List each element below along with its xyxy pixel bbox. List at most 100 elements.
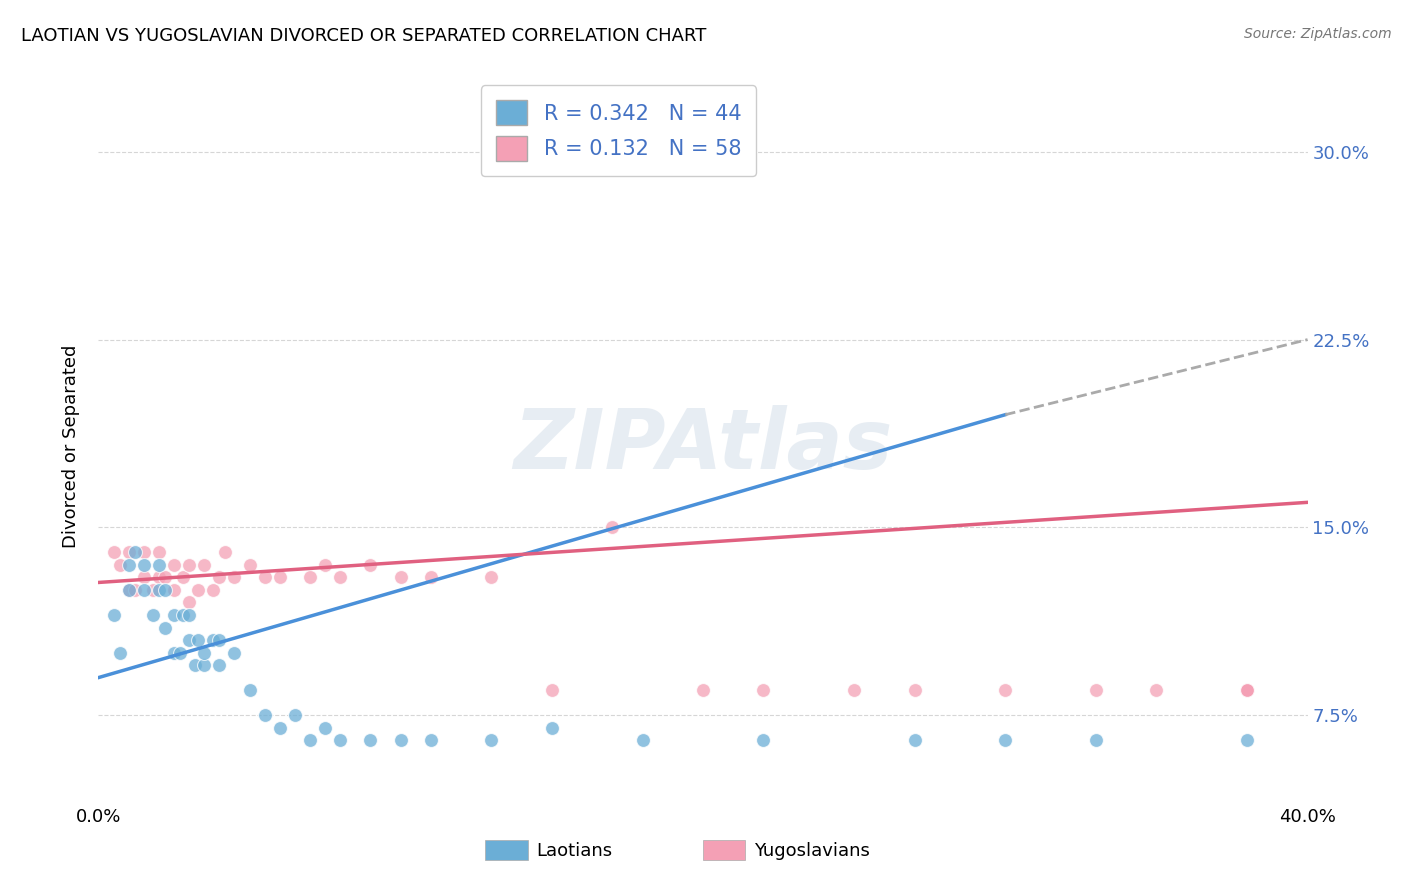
Text: LAOTIAN VS YUGOSLAVIAN DIVORCED OR SEPARATED CORRELATION CHART: LAOTIAN VS YUGOSLAVIAN DIVORCED OR SEPAR… bbox=[21, 27, 706, 45]
Point bbox=[179, 607, 201, 622]
Point bbox=[602, 520, 624, 534]
Point bbox=[124, 582, 146, 597]
Point bbox=[994, 683, 1017, 698]
Point bbox=[132, 582, 155, 597]
Point bbox=[179, 595, 201, 609]
Point bbox=[844, 683, 866, 698]
Point bbox=[1236, 683, 1258, 698]
Point bbox=[1236, 733, 1258, 747]
Point bbox=[540, 721, 562, 735]
Point bbox=[132, 558, 155, 572]
Point bbox=[692, 683, 714, 698]
Point bbox=[631, 733, 654, 747]
Point bbox=[540, 683, 562, 698]
Point bbox=[153, 570, 176, 584]
Point bbox=[389, 570, 412, 584]
Point bbox=[752, 683, 775, 698]
Point bbox=[132, 570, 155, 584]
Point bbox=[1236, 683, 1258, 698]
Point bbox=[169, 646, 191, 660]
Legend: R = 0.342   N = 44, R = 0.132   N = 58: R = 0.342 N = 44, R = 0.132 N = 58 bbox=[481, 86, 755, 176]
Point bbox=[224, 646, 246, 660]
Point bbox=[299, 570, 322, 584]
Point bbox=[148, 545, 170, 559]
Text: Laotians: Laotians bbox=[536, 842, 612, 860]
Point bbox=[148, 582, 170, 597]
Point bbox=[1085, 683, 1108, 698]
Point bbox=[1236, 683, 1258, 698]
Point bbox=[142, 607, 165, 622]
Point bbox=[269, 721, 291, 735]
Point bbox=[1236, 683, 1258, 698]
Point bbox=[208, 570, 231, 584]
Point bbox=[118, 545, 141, 559]
Point bbox=[1236, 683, 1258, 698]
Point bbox=[179, 633, 201, 648]
Point bbox=[179, 558, 201, 572]
FancyBboxPatch shape bbox=[485, 840, 527, 860]
Point bbox=[1236, 683, 1258, 698]
Point bbox=[208, 658, 231, 673]
Point bbox=[360, 733, 382, 747]
Point bbox=[360, 558, 382, 572]
Point bbox=[1236, 683, 1258, 698]
Text: ZIPAtlas: ZIPAtlas bbox=[513, 406, 893, 486]
Point bbox=[1236, 683, 1258, 698]
Point bbox=[420, 733, 443, 747]
Point bbox=[1236, 683, 1258, 698]
Point bbox=[108, 646, 131, 660]
Point bbox=[284, 708, 307, 723]
Point bbox=[1236, 683, 1258, 698]
Point bbox=[124, 545, 146, 559]
Point bbox=[172, 570, 194, 584]
Point bbox=[253, 708, 276, 723]
Point bbox=[329, 570, 352, 584]
Point bbox=[163, 646, 186, 660]
Point bbox=[202, 582, 225, 597]
Point bbox=[163, 582, 186, 597]
Point bbox=[1236, 683, 1258, 698]
FancyBboxPatch shape bbox=[703, 840, 745, 860]
Point bbox=[1236, 683, 1258, 698]
Point bbox=[187, 633, 209, 648]
Point bbox=[904, 683, 927, 698]
Point bbox=[163, 607, 186, 622]
Point bbox=[904, 733, 927, 747]
Point bbox=[118, 558, 141, 572]
Point bbox=[163, 558, 186, 572]
Point bbox=[1144, 683, 1167, 698]
Point bbox=[172, 607, 194, 622]
Point bbox=[1236, 683, 1258, 698]
Point bbox=[103, 545, 125, 559]
Point bbox=[187, 582, 209, 597]
Point bbox=[118, 582, 141, 597]
Point bbox=[481, 570, 503, 584]
Point bbox=[1236, 683, 1258, 698]
Point bbox=[153, 582, 176, 597]
Point bbox=[994, 733, 1017, 747]
Point bbox=[193, 558, 215, 572]
Point bbox=[752, 733, 775, 747]
Point bbox=[148, 558, 170, 572]
Y-axis label: Divorced or Separated: Divorced or Separated bbox=[62, 344, 80, 548]
Point bbox=[214, 545, 236, 559]
Point bbox=[239, 558, 262, 572]
Point bbox=[1085, 733, 1108, 747]
Point bbox=[389, 733, 412, 747]
Point bbox=[1236, 683, 1258, 698]
Point bbox=[132, 545, 155, 559]
Point bbox=[314, 721, 336, 735]
Point bbox=[1236, 683, 1258, 698]
Point bbox=[314, 558, 336, 572]
Point bbox=[253, 570, 276, 584]
Point bbox=[202, 633, 225, 648]
Point bbox=[299, 733, 322, 747]
Point bbox=[329, 733, 352, 747]
Point bbox=[481, 733, 503, 747]
Text: Source: ZipAtlas.com: Source: ZipAtlas.com bbox=[1244, 27, 1392, 41]
Point bbox=[153, 621, 176, 635]
Point bbox=[1236, 683, 1258, 698]
Point bbox=[269, 570, 291, 584]
Point bbox=[193, 646, 215, 660]
Point bbox=[103, 607, 125, 622]
